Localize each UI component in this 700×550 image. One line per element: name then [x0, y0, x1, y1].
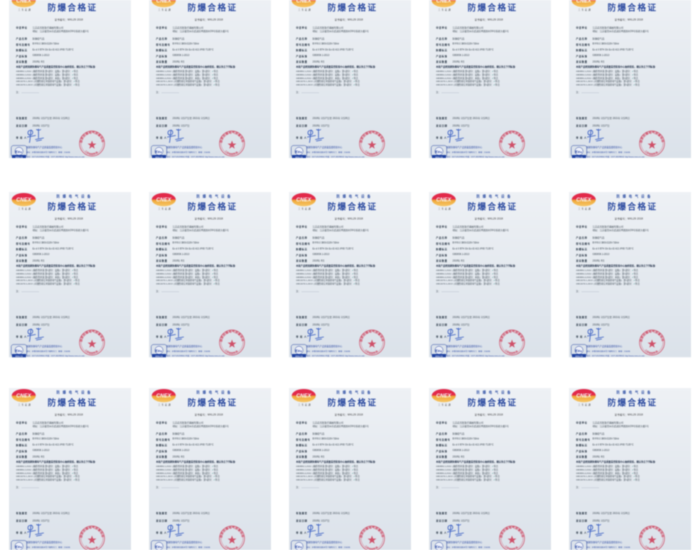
svg-text:Ex: Ex — [155, 543, 161, 548]
svg-text:Ex: Ex — [575, 543, 581, 548]
svg-text:Ex: Ex — [155, 348, 161, 353]
svg-text:Ex: Ex — [575, 149, 581, 154]
svg-text:Ex: Ex — [15, 543, 21, 548]
svg-text:江苏检验检测: 江苏检验检测 — [84, 544, 99, 550]
svg-text:国家防爆电气质量检验中心: 国家防爆电气质量检验中心 — [637, 128, 665, 143]
svg-text:国家防爆电气质量检验中心: 国家防爆电气质量检验中心 — [497, 128, 525, 143]
svg-text:国家防爆电气质量检验中心: 国家防爆电气质量检验中心 — [217, 327, 245, 342]
svg-text:Ex: Ex — [15, 149, 21, 154]
svg-text:江苏检验检测: 江苏检验检测 — [504, 544, 519, 550]
svg-text:Ex: Ex — [435, 543, 441, 548]
svg-text:国家防爆电气质量检验中心: 国家防爆电气质量检验中心 — [77, 523, 105, 538]
svg-text:Ex: Ex — [435, 149, 441, 154]
svg-text:国家防爆电气质量检验中心: 国家防爆电气质量检验中心 — [497, 327, 525, 342]
svg-text:国家防爆电气质量检验中心: 国家防爆电气质量检验中心 — [217, 128, 245, 143]
svg-text:Ex: Ex — [295, 543, 301, 548]
svg-text:江苏检验检测: 江苏检验检测 — [364, 544, 379, 550]
svg-text:国家防爆电气质量检验中心: 国家防爆电气质量检验中心 — [77, 128, 105, 143]
svg-text:江苏检验检测: 江苏检验检测 — [224, 544, 239, 550]
svg-text:Ex: Ex — [295, 149, 301, 154]
svg-text:国家防爆电气质量检验中心: 国家防爆电气质量检验中心 — [637, 523, 665, 538]
svg-text:国家防爆电气质量检验中心: 国家防爆电气质量检验中心 — [217, 523, 245, 538]
svg-text:国家防爆电气质量检验中心: 国家防爆电气质量检验中心 — [497, 523, 525, 538]
svg-text:国家防爆电气质量检验中心: 国家防爆电气质量检验中心 — [637, 327, 665, 342]
svg-text:Ex: Ex — [435, 348, 441, 353]
svg-text:国家防爆电气质量检验中心: 国家防爆电气质量检验中心 — [357, 523, 385, 538]
svg-text:Ex: Ex — [295, 348, 301, 353]
svg-text:国家防爆电气质量检验中心: 国家防爆电气质量检验中心 — [77, 327, 105, 342]
svg-text:江苏检验检测: 江苏检验检测 — [644, 544, 659, 550]
svg-text:Ex: Ex — [575, 348, 581, 353]
svg-text:Ex: Ex — [15, 348, 21, 353]
svg-text:国家防爆电气质量检验中心: 国家防爆电气质量检验中心 — [357, 327, 385, 342]
svg-text:国家防爆电气质量检验中心: 国家防爆电气质量检验中心 — [357, 128, 385, 143]
svg-text:Ex: Ex — [155, 149, 161, 154]
